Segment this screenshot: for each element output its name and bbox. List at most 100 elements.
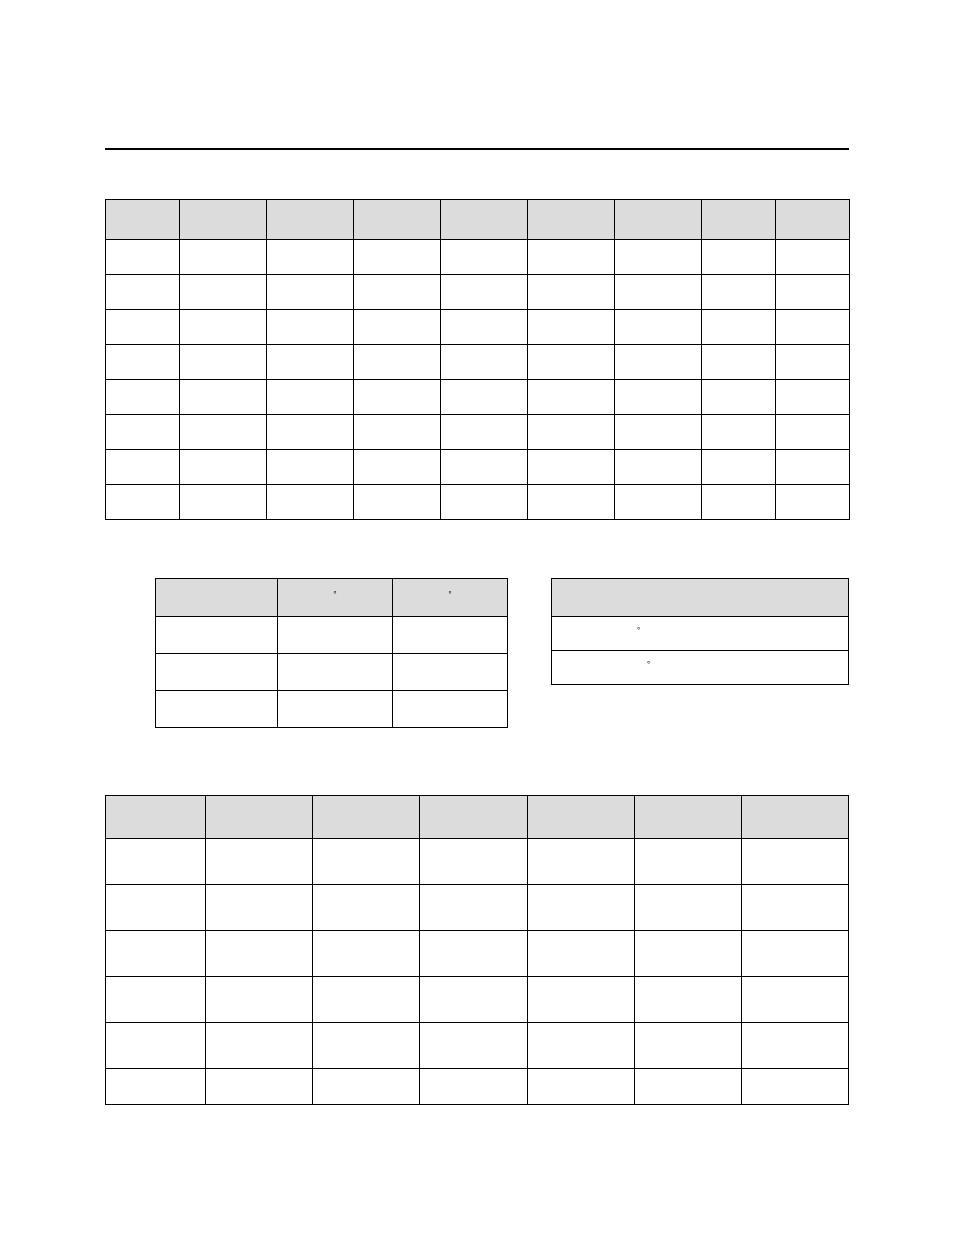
table-2-cell bbox=[156, 617, 278, 654]
table-row bbox=[106, 380, 850, 415]
table-4-header-1 bbox=[206, 796, 313, 839]
table-1-cell bbox=[106, 275, 180, 310]
table-1-cell bbox=[776, 485, 850, 520]
table-1-cell bbox=[702, 345, 776, 380]
table-4-cell bbox=[527, 931, 634, 977]
table-4-cell bbox=[741, 1069, 848, 1105]
table-row bbox=[106, 345, 850, 380]
table-row bbox=[106, 485, 850, 520]
table-4-cell bbox=[313, 977, 420, 1023]
table-4-cell bbox=[634, 1069, 741, 1105]
table-1-cell bbox=[354, 450, 441, 485]
table-1-cell bbox=[106, 240, 180, 275]
table-4-cell bbox=[634, 1023, 741, 1069]
table-1-cell bbox=[441, 380, 528, 415]
table-row bbox=[106, 977, 849, 1023]
table-4-cell bbox=[741, 885, 848, 931]
table-row bbox=[106, 415, 850, 450]
table-4-cell bbox=[527, 885, 634, 931]
table-1-cell bbox=[528, 380, 615, 415]
page: ° ° bbox=[0, 0, 954, 1235]
table-row bbox=[156, 617, 508, 654]
table-4-cell bbox=[206, 885, 313, 931]
table-3-header-row bbox=[552, 579, 849, 617]
table-4-cell bbox=[420, 885, 527, 931]
table-row bbox=[156, 654, 508, 691]
table-4-cell bbox=[420, 977, 527, 1023]
table-4-cell bbox=[106, 1023, 206, 1069]
table-4-cell bbox=[313, 1069, 420, 1105]
table-4-cell bbox=[741, 1023, 848, 1069]
table-2-header-0 bbox=[156, 579, 278, 617]
table-4-cell bbox=[741, 977, 848, 1023]
table-1-cell bbox=[180, 450, 267, 485]
table-4-cell bbox=[420, 1069, 527, 1105]
table-4-cell bbox=[634, 931, 741, 977]
table-1-header-3 bbox=[354, 200, 441, 240]
table-4-cell bbox=[420, 1023, 527, 1069]
table-2-cell bbox=[393, 617, 508, 654]
table-row bbox=[106, 275, 850, 310]
table-row: ° bbox=[552, 651, 849, 685]
table-4-header-0 bbox=[106, 796, 206, 839]
table-1-cell bbox=[528, 415, 615, 450]
table-1-cell bbox=[354, 485, 441, 520]
table-row bbox=[106, 885, 849, 931]
table-1-cell bbox=[702, 275, 776, 310]
table-2-cell bbox=[156, 654, 278, 691]
table-1-cell bbox=[106, 450, 180, 485]
table-1-cell bbox=[180, 240, 267, 275]
table-2-cell bbox=[278, 654, 393, 691]
table-row bbox=[106, 1023, 849, 1069]
table-row: ° bbox=[552, 617, 849, 651]
table-1-header-1 bbox=[180, 200, 267, 240]
table-1-cell bbox=[615, 345, 702, 380]
table-1-cell bbox=[702, 380, 776, 415]
table-1-cell bbox=[615, 485, 702, 520]
table-2-cell bbox=[156, 691, 278, 728]
table-1-cell bbox=[441, 485, 528, 520]
table-1-header-row bbox=[106, 200, 850, 240]
horizontal-rule bbox=[105, 148, 849, 150]
table-4-cell bbox=[106, 885, 206, 931]
table-1-cell bbox=[267, 310, 354, 345]
table-1-cell bbox=[615, 450, 702, 485]
table-4-cell bbox=[313, 931, 420, 977]
table-1-cell bbox=[776, 345, 850, 380]
table-row bbox=[106, 931, 849, 977]
table-2-header-2: ° bbox=[393, 579, 508, 617]
table-1-cell bbox=[776, 380, 850, 415]
table-4-cell bbox=[527, 977, 634, 1023]
table-1-cell bbox=[180, 415, 267, 450]
table-2-cell bbox=[278, 617, 393, 654]
table-1-cell bbox=[441, 415, 528, 450]
table-4-cell bbox=[313, 839, 420, 885]
table-1-cell bbox=[354, 240, 441, 275]
table-1-cell bbox=[615, 380, 702, 415]
table-row bbox=[106, 450, 850, 485]
table-4-cell bbox=[206, 839, 313, 885]
table-4-cell bbox=[313, 1023, 420, 1069]
table-4-cell bbox=[634, 977, 741, 1023]
table-4-header-5 bbox=[634, 796, 741, 839]
table-1-cell bbox=[354, 275, 441, 310]
table-row bbox=[106, 839, 849, 885]
table-1-cell bbox=[354, 310, 441, 345]
table-4-cell bbox=[420, 931, 527, 977]
table-1-header-7 bbox=[702, 200, 776, 240]
table-1-cell bbox=[354, 345, 441, 380]
table-1-cell bbox=[267, 275, 354, 310]
table-1-cell bbox=[528, 310, 615, 345]
table-4-cell bbox=[206, 977, 313, 1023]
table-4-cell bbox=[313, 885, 420, 931]
table-1-cell bbox=[354, 415, 441, 450]
table-1-cell bbox=[106, 415, 180, 450]
table-1-cell bbox=[702, 310, 776, 345]
table-1-cell bbox=[615, 240, 702, 275]
table-4-cell bbox=[206, 1069, 313, 1105]
table-row bbox=[106, 240, 850, 275]
table-1-cell bbox=[267, 485, 354, 520]
table-1-cell bbox=[528, 345, 615, 380]
table-1-header-4 bbox=[441, 200, 528, 240]
table-1-cell bbox=[267, 345, 354, 380]
